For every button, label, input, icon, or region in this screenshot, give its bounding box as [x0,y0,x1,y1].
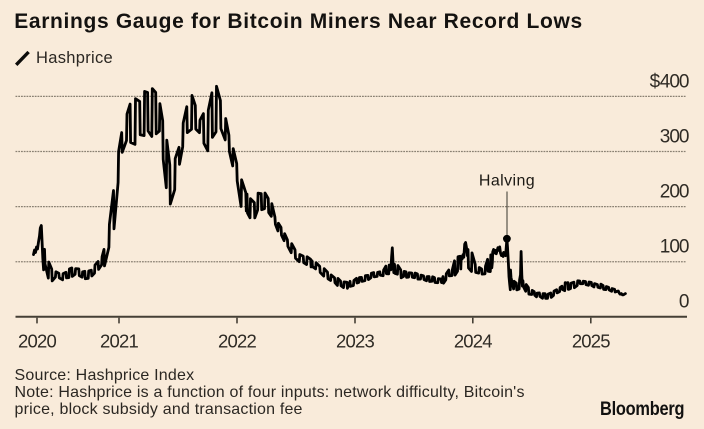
svg-text:0: 0 [679,292,689,313]
svg-text:2021: 2021 [100,330,138,351]
svg-text:2022: 2022 [218,330,256,351]
svg-text:2023: 2023 [336,330,374,351]
svg-text:Halving: Halving [479,173,535,190]
svg-text:$ 400: $ 400 [650,71,689,92]
svg-text:200: 200 [660,181,689,202]
svg-text:2024: 2024 [454,330,492,351]
svg-text:2025: 2025 [572,330,610,351]
svg-text:100: 100 [660,237,689,258]
svg-text:300: 300 [660,126,689,147]
svg-text:2020: 2020 [18,330,56,351]
